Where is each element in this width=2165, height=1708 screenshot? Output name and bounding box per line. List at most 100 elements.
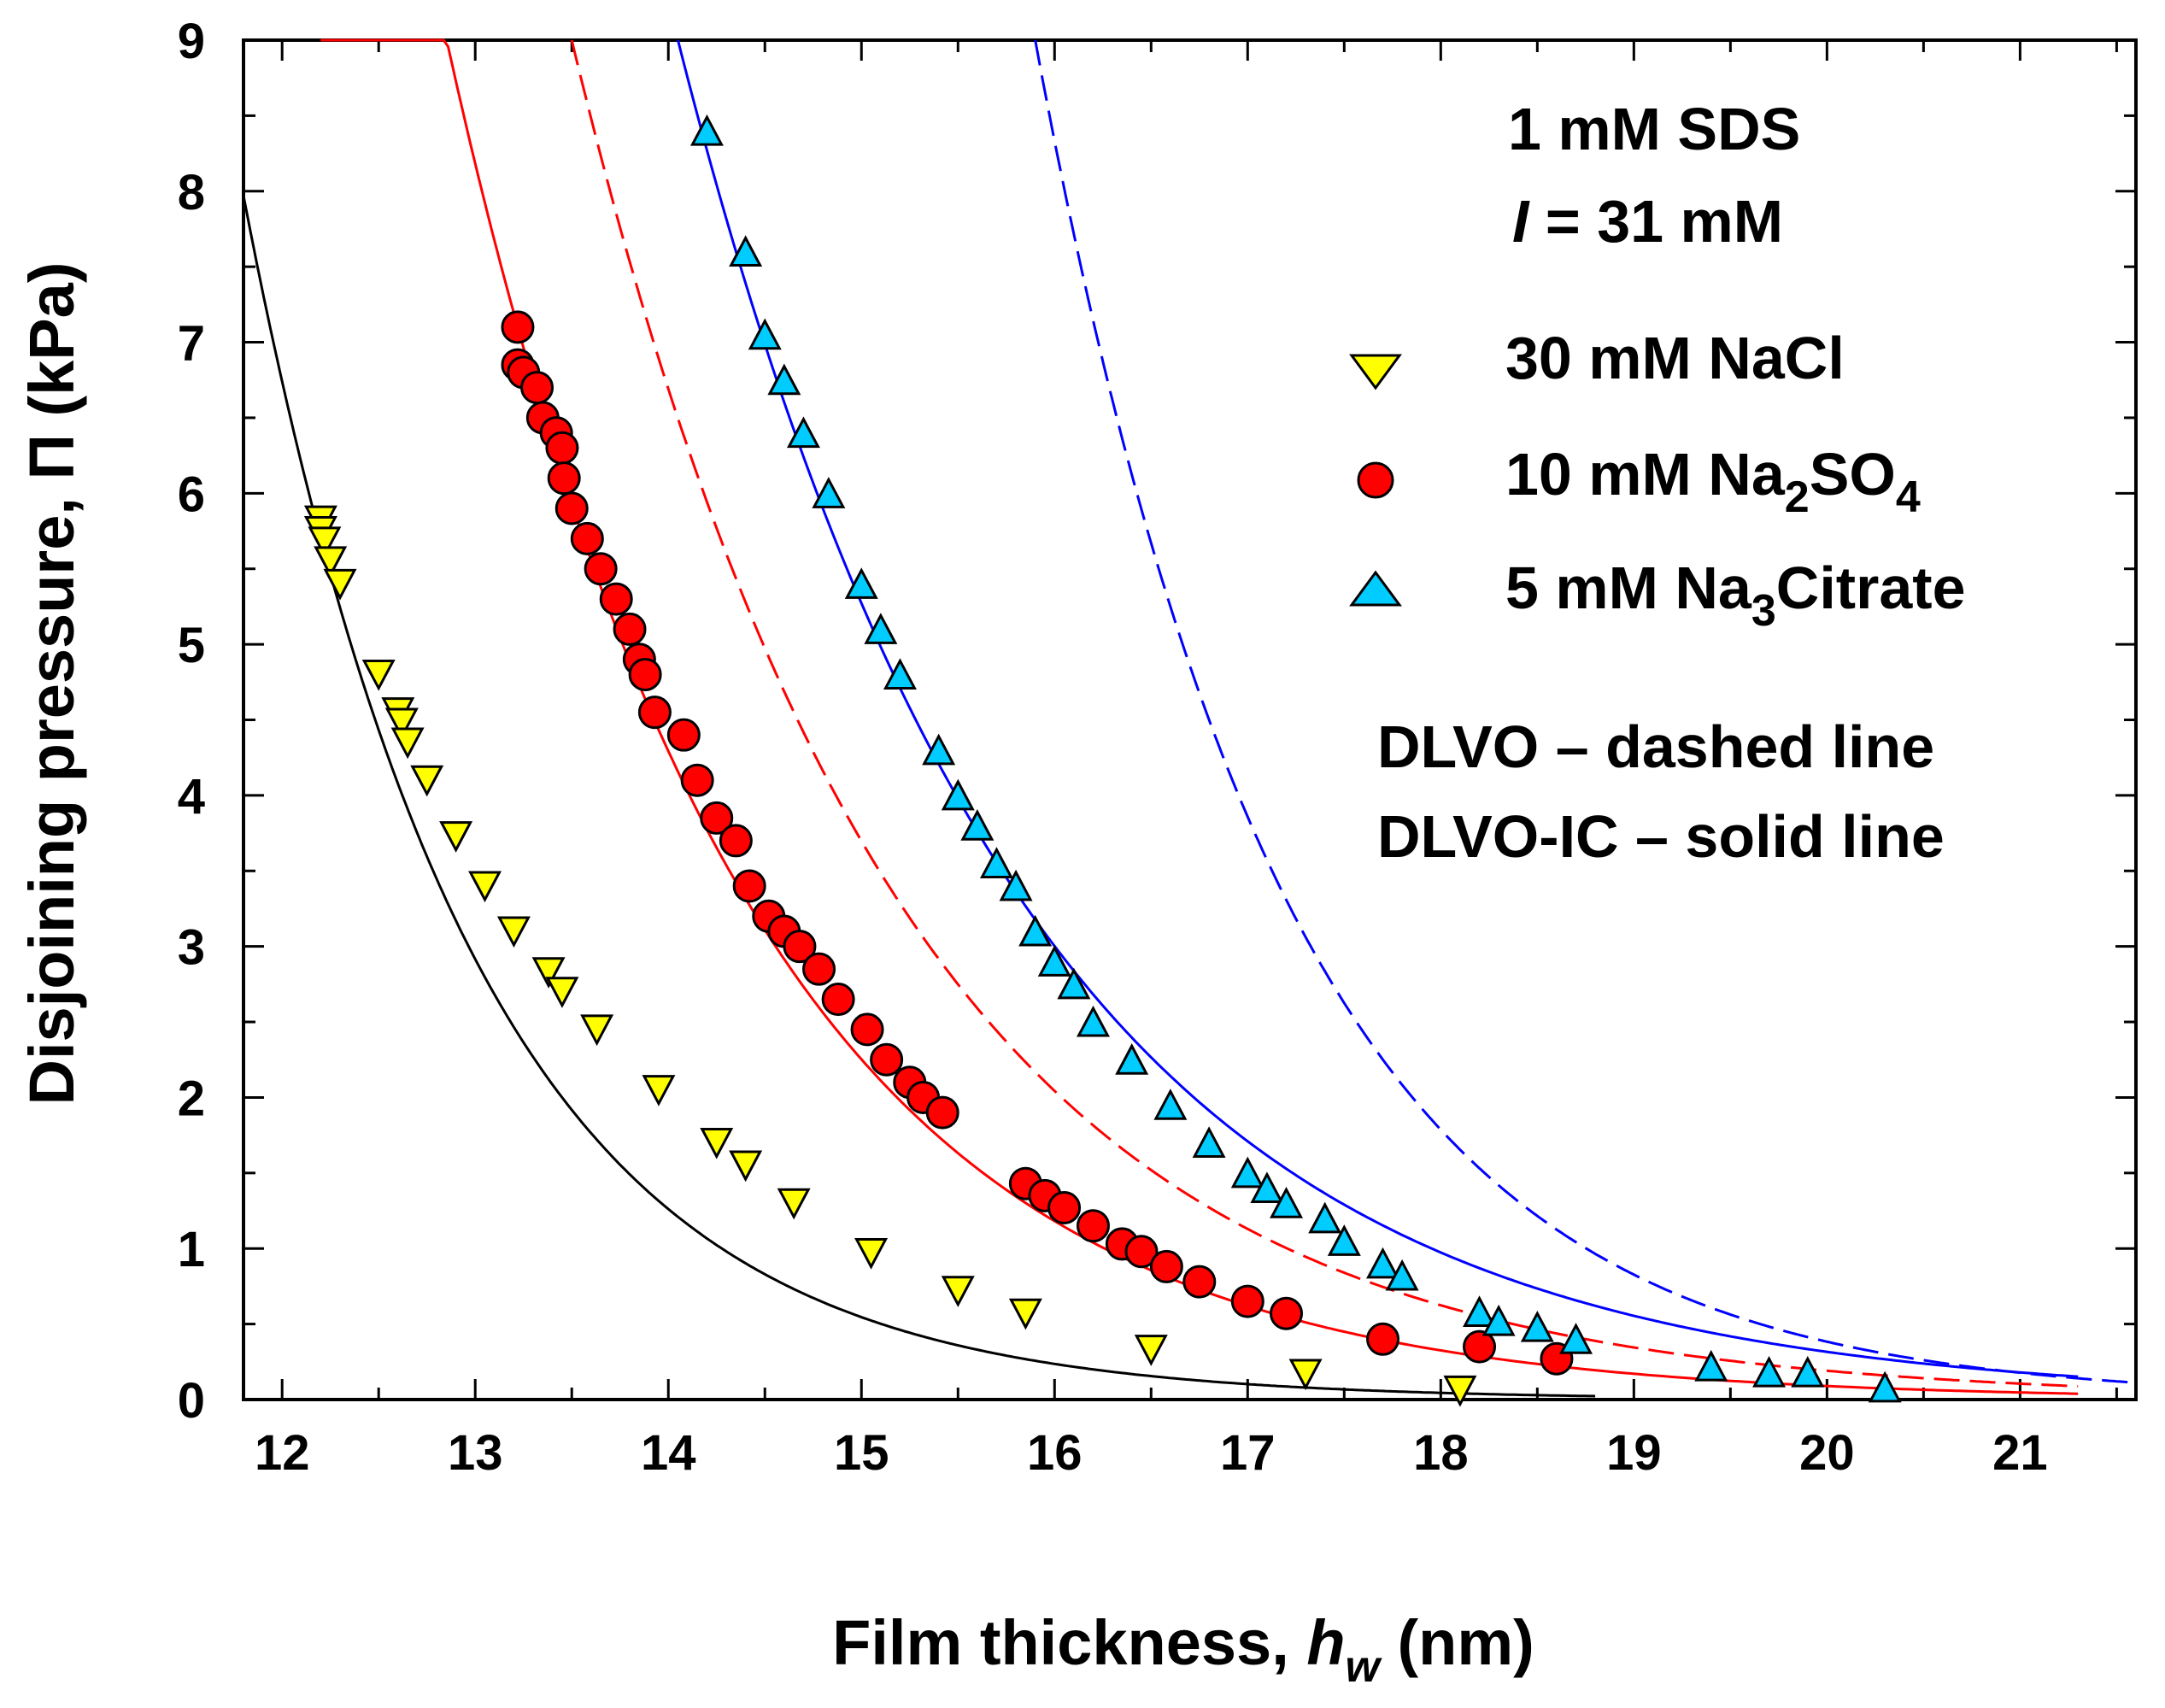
- data-point-series-1: [547, 461, 581, 496]
- y-tick-label: 0: [178, 1373, 205, 1429]
- data-point-series-0: [1134, 1335, 1168, 1366]
- x-tick-label: 18: [1413, 1425, 1469, 1481]
- data-point-series-0: [308, 526, 342, 559]
- data-point-series-2: [1868, 1371, 1902, 1403]
- data-point-series-1: [520, 371, 554, 405]
- y-tick-label: 6: [178, 467, 205, 522]
- legend-entry-nacl: 30 mM NaCl: [1349, 325, 1845, 391]
- data-point-series-1: [1230, 1284, 1264, 1318]
- data-point-series-0: [941, 1276, 975, 1307]
- data-point-series-0: [642, 1075, 676, 1106]
- data-point-series-0: [314, 546, 348, 578]
- data-point-series-2: [1250, 1171, 1284, 1204]
- data-point-series-2: [786, 416, 820, 449]
- x-tick-label: 19: [1606, 1425, 1662, 1481]
- data-point-series-1: [1366, 1322, 1400, 1356]
- data-point-series-2: [1791, 1355, 1825, 1388]
- data-point-series-2: [1463, 1295, 1497, 1327]
- data-point-series-0: [854, 1238, 889, 1270]
- data-point-series-0: [729, 1150, 763, 1183]
- data-point-series-0: [410, 765, 444, 797]
- data-point-series-2: [812, 477, 846, 508]
- data-point-series-1: [1047, 1190, 1082, 1224]
- data-point-series-2: [1520, 1310, 1554, 1342]
- data-point-series-1: [1463, 1329, 1497, 1364]
- annotation-ionic-strength: I = 31 mM: [1512, 188, 1783, 255]
- data-point-series-0: [1288, 1359, 1323, 1391]
- y-tick-label: 2: [178, 1071, 205, 1126]
- y-tick-label: 7: [178, 316, 205, 372]
- data-point-series-1: [925, 1095, 959, 1130]
- data-point-series-1: [613, 612, 647, 646]
- data-point-series-1: [637, 696, 672, 730]
- data-point-series-1: [1270, 1296, 1304, 1330]
- data-point-series-1: [680, 763, 714, 797]
- data-point-series-0: [468, 871, 502, 903]
- data-point-series-0: [545, 977, 579, 1008]
- data-point-series-2: [1481, 1304, 1516, 1336]
- legend-entry-na2so4: 10 mM Na2SO4: [1357, 441, 1921, 522]
- annotation-dlvo: DLVO – dashed line: [1377, 713, 1934, 780]
- data-point-series-0: [323, 568, 357, 601]
- data-point-series-0: [439, 821, 473, 853]
- fit-solid-series-2: [677, 39, 2079, 1378]
- data-point-series-2: [979, 847, 1013, 878]
- legend: 30 mM NaCl 10 mM Na2SO4 5 mM Na3Citrate: [1349, 325, 1966, 636]
- data-point-series-2: [1230, 1156, 1264, 1189]
- data-point-series-0: [496, 916, 531, 948]
- x-tick-label: 15: [834, 1425, 889, 1481]
- data-point-series-2: [864, 613, 898, 644]
- data-point-series-2: [1037, 945, 1071, 977]
- data-point-series-2: [1559, 1323, 1593, 1354]
- data-point-series-0: [390, 727, 425, 760]
- data-point-series-0: [384, 707, 419, 740]
- data-points: [303, 114, 1902, 1407]
- y-tick-label: 9: [178, 14, 205, 69]
- data-point-series-1: [850, 1012, 884, 1047]
- data-point-series-1: [545, 431, 579, 465]
- data-point-series-2: [689, 114, 724, 146]
- data-point-series-2: [767, 363, 801, 396]
- x-tick-label: 17: [1220, 1425, 1276, 1481]
- data-point-series-1: [802, 952, 836, 986]
- y-tick-label: 4: [178, 769, 205, 825]
- legend-marker-na2so4: [1357, 461, 1394, 499]
- x-tick-label: 20: [1799, 1425, 1855, 1481]
- data-point-series-2: [844, 567, 878, 599]
- fit-dashed-series-2: [1034, 39, 2137, 1384]
- data-point-series-1: [1076, 1209, 1110, 1243]
- x-tick-label: 14: [641, 1425, 696, 1481]
- data-point-series-1: [870, 1042, 904, 1077]
- x-tick-label: 21: [1992, 1425, 2048, 1481]
- data-point-series-2: [922, 733, 956, 766]
- data-point-series-1: [628, 657, 662, 691]
- data-point-series-0: [700, 1127, 734, 1159]
- x-axis-title: Film thickness, hw (nm): [832, 1607, 1534, 1692]
- data-point-series-0: [580, 1014, 614, 1047]
- y-tick-label: 1: [178, 1222, 205, 1277]
- data-point-series-2: [748, 318, 782, 350]
- legend-marker-citrate: [1349, 570, 1402, 607]
- x-tick-label: 12: [255, 1425, 310, 1481]
- data-point-series-2: [1115, 1043, 1149, 1075]
- y-tick-label: 8: [178, 165, 205, 220]
- annotation-dlvo-ic: DLVO-IC – solid line: [1377, 803, 1945, 870]
- data-point-series-1: [719, 824, 753, 858]
- legend-marker-nacl: [1349, 354, 1402, 390]
- legend-entry-citrate: 5 mM Na3Citrate: [1349, 555, 1966, 636]
- data-point-series-0: [1008, 1298, 1042, 1330]
- data-point-series-2: [1327, 1224, 1361, 1256]
- data-point-series-2: [1270, 1186, 1304, 1218]
- data-point-series-2: [999, 869, 1033, 901]
- data-point-series-2: [1694, 1349, 1728, 1382]
- data-point-series-2: [1308, 1201, 1342, 1234]
- data-point-series-1: [1124, 1235, 1159, 1269]
- data-point-series-0: [777, 1188, 811, 1220]
- data-point-series-1: [666, 718, 701, 752]
- data-point-series-2: [1057, 967, 1091, 1000]
- data-point-series-2: [941, 778, 975, 811]
- data-point-series-2: [1153, 1089, 1188, 1120]
- data-point-series-2: [1018, 914, 1053, 947]
